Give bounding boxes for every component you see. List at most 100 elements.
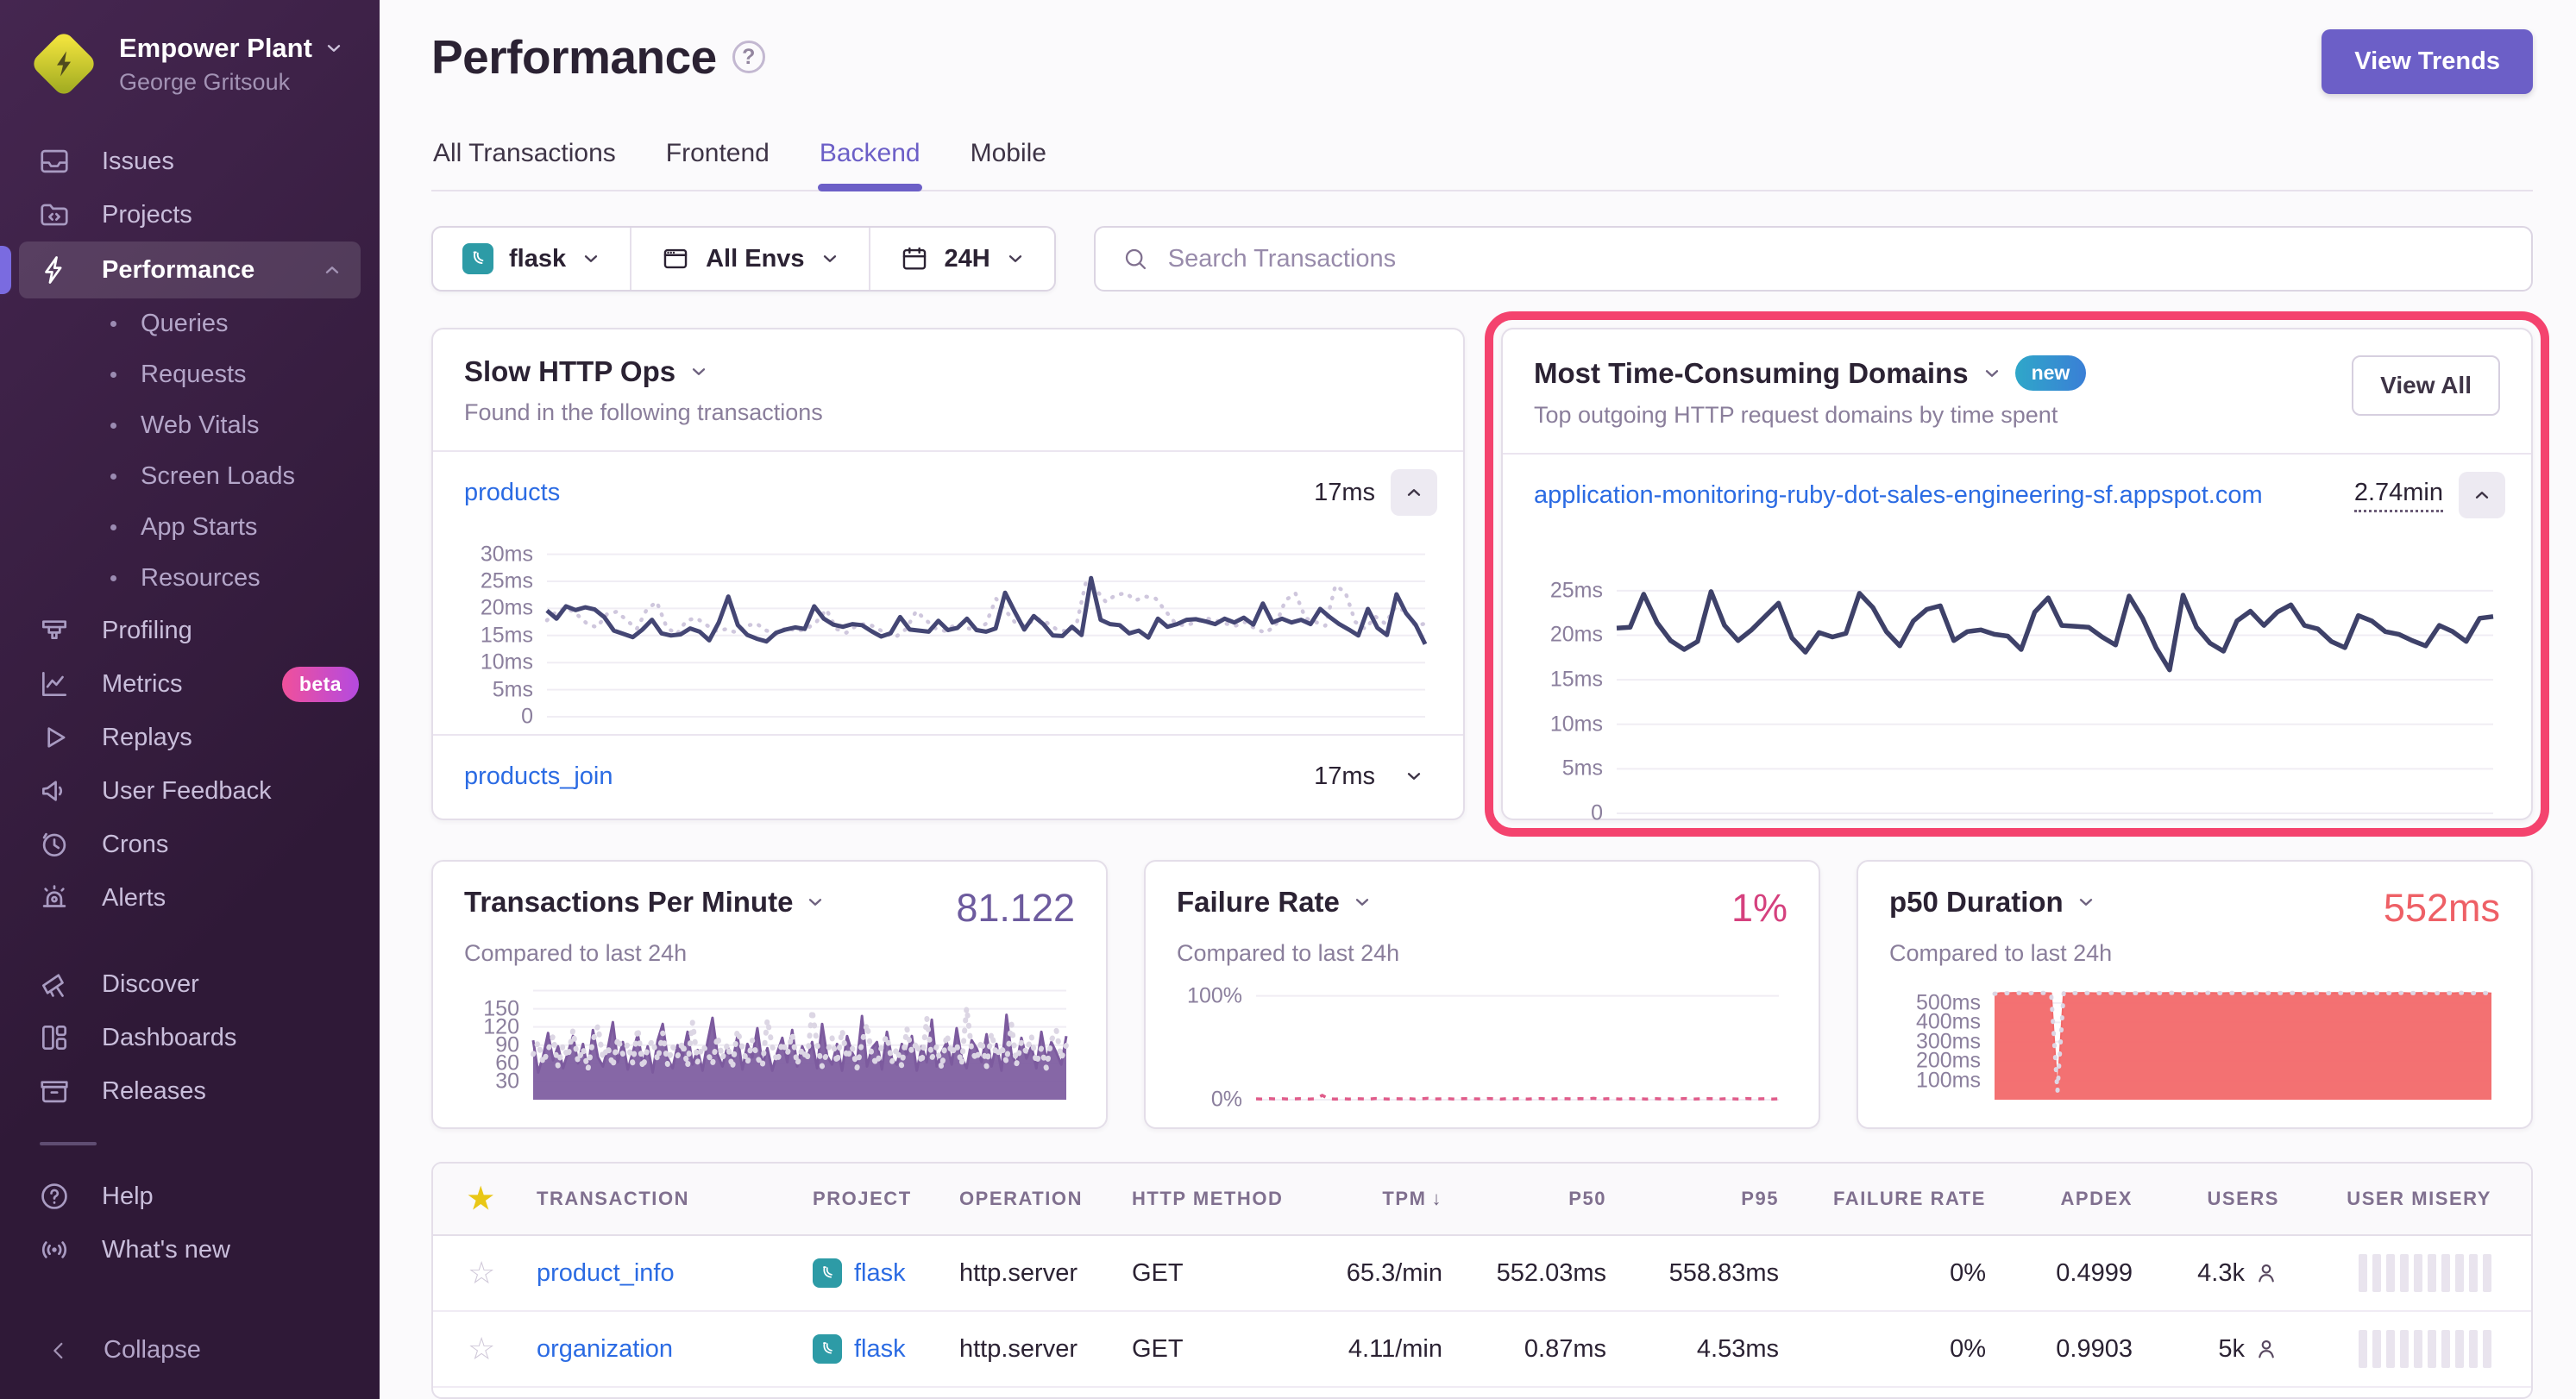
- y-axis-tick-label: 10ms: [454, 650, 533, 675]
- sidebar-item-performance[interactable]: Performance: [19, 242, 361, 298]
- search-transactions-input[interactable]: [1168, 245, 2505, 273]
- apdex-cell: 0.4999: [1995, 1259, 2141, 1288]
- sidebar-item-profiling[interactable]: Profiling: [0, 604, 380, 657]
- column-header-user-misery[interactable]: USER MISERY: [2288, 1188, 2500, 1210]
- chevron-down-icon[interactable]: [689, 362, 708, 381]
- sidebar-item-dashboards[interactable]: Dashboards: [0, 1011, 380, 1064]
- y-axis-tick-label: 20ms: [454, 596, 533, 621]
- tab-backend[interactable]: Backend: [818, 139, 922, 190]
- transaction-link[interactable]: products: [464, 479, 560, 507]
- chevron-up-icon[interactable]: [323, 260, 342, 279]
- tab-mobile[interactable]: Mobile: [969, 139, 1048, 190]
- sidebar-item-alerts[interactable]: Alerts: [0, 871, 380, 925]
- tab-all-transactions[interactable]: All Transactions: [431, 139, 618, 190]
- bullet-icon: [110, 575, 116, 581]
- p95-cell: 558.83ms: [1615, 1259, 1787, 1288]
- sidebar-subitem-resources[interactable]: Resources: [0, 553, 380, 604]
- tpm-card-title[interactable]: Transactions Per Minute: [464, 886, 793, 919]
- sidebar-subitem-queries[interactable]: Queries: [0, 298, 380, 349]
- column-header-p50[interactable]: P50: [1451, 1188, 1615, 1210]
- column-header-apdex[interactable]: APDEX: [1995, 1188, 2141, 1210]
- domains-card-title[interactable]: Most Time-Consuming Domains: [1534, 357, 1969, 390]
- sidebar-item-label: Crons: [102, 831, 168, 859]
- sidebar-item-label: Help: [102, 1183, 154, 1211]
- sidebar-subitem-label: Web Vitals: [141, 411, 260, 440]
- sidebar-item-what-s-new[interactable]: What's new: [0, 1223, 380, 1277]
- failure-rate-card-title[interactable]: Failure Rate: [1177, 886, 1340, 919]
- transaction-link[interactable]: organization: [537, 1335, 673, 1363]
- sidebar-item-user-feedback[interactable]: User Feedback: [0, 764, 380, 818]
- slow-http-ops-title[interactable]: Slow HTTP Ops: [464, 355, 675, 388]
- sidebar-subitem-requests[interactable]: Requests: [0, 349, 380, 400]
- chevron-down-icon[interactable]: [1982, 364, 2001, 383]
- widgets-row: Slow HTTP Ops Found in the following tra…: [431, 328, 2533, 820]
- y-axis-tick-label: 10ms: [1524, 712, 1603, 737]
- transaction-link[interactable]: product_info: [537, 1259, 675, 1287]
- sidebar-item-label: What's new: [102, 1236, 230, 1264]
- chevron-down-icon[interactable]: [806, 893, 825, 912]
- performance-icon: [38, 254, 71, 286]
- sidebar-item-issues[interactable]: Issues: [0, 135, 380, 188]
- chevron-down-icon[interactable]: [1353, 893, 1372, 912]
- transaction-link[interactable]: products_join: [464, 762, 613, 791]
- project-link[interactable]: flask: [854, 1259, 906, 1288]
- collapse-row-button[interactable]: [1391, 469, 1437, 516]
- collapse-row-button[interactable]: [2459, 472, 2505, 518]
- releases-icon: [38, 1075, 71, 1107]
- environment-filter[interactable]: All Envs: [631, 228, 870, 290]
- discover-icon: [38, 968, 71, 1001]
- domain-link[interactable]: application-monitoring-ruby-dot-sales-en…: [1534, 481, 2263, 510]
- sidebar-item-projects[interactable]: Projects: [0, 188, 380, 242]
- column-header-transaction[interactable]: TRANSACTION: [528, 1188, 804, 1210]
- column-header-operation[interactable]: OPERATION: [951, 1188, 1123, 1210]
- favorite-star-header-icon[interactable]: ★: [459, 1182, 528, 1216]
- bullet-icon: [110, 474, 116, 480]
- sidebar-collapse-button[interactable]: Collapse: [0, 1336, 380, 1373]
- favorite-star-icon[interactable]: ☆: [459, 1255, 528, 1291]
- column-header-failure-rate[interactable]: FAILURE RATE: [1787, 1188, 1995, 1210]
- sidebar-item-replays[interactable]: Replays: [0, 711, 380, 764]
- tpm-chart: 150120906030: [464, 979, 1075, 1105]
- column-header-project[interactable]: PROJECT: [804, 1188, 951, 1210]
- sidebar-item-help[interactable]: Help: [0, 1170, 380, 1223]
- chevron-down-icon[interactable]: [2077, 893, 2095, 912]
- transaction-cell: product_info: [528, 1259, 804, 1288]
- search-field: [1094, 226, 2533, 292]
- view-all-button[interactable]: View All: [2352, 355, 2500, 416]
- sidebar-item-discover[interactable]: Discover: [0, 957, 380, 1011]
- y-axis-tick-label: 25ms: [1524, 578, 1603, 603]
- table-row-product-info: ☆product_infoflaskhttp.serverGET65.3/min…: [433, 1236, 2531, 1312]
- collapse-label: Collapse: [104, 1336, 201, 1364]
- bullet-icon: [110, 524, 116, 530]
- column-header-p95[interactable]: P95: [1615, 1188, 1787, 1210]
- project-link[interactable]: flask: [854, 1335, 906, 1364]
- column-header-users[interactable]: USERS: [2141, 1188, 2288, 1210]
- expand-row-button[interactable]: [1391, 753, 1437, 800]
- org-switcher[interactable]: Empower Plant George Gritsouk: [0, 24, 380, 97]
- p50-duration-card-title[interactable]: p50 Duration: [1889, 886, 2064, 919]
- column-header-label: TPM: [1382, 1188, 1426, 1209]
- users-count: 4.3k: [2197, 1259, 2245, 1288]
- project-filter[interactable]: flask: [433, 228, 631, 290]
- tab-frontend[interactable]: Frontend: [664, 139, 771, 190]
- feedback-icon: [38, 775, 71, 807]
- sidebar-subitem-app-starts[interactable]: App Starts: [0, 502, 380, 553]
- sidebar-subitem-web-vitals[interactable]: Web Vitals: [0, 400, 380, 451]
- column-header-tpm[interactable]: TPM↓: [1296, 1188, 1451, 1210]
- view-trends-button[interactable]: View Trends: [2322, 29, 2533, 94]
- sidebar-item-metrics[interactable]: Metricsbeta: [0, 657, 380, 711]
- sidebar-item-crons[interactable]: Crons: [0, 818, 380, 871]
- alerts-icon: [38, 881, 71, 914]
- sidebar-item-releases[interactable]: Releases: [0, 1064, 380, 1118]
- chevron-down-icon: [1006, 249, 1025, 268]
- date-range-filter[interactable]: 24H: [870, 228, 1054, 290]
- users-cell: 4.3k: [2141, 1259, 2288, 1288]
- favorite-star-icon[interactable]: ☆: [459, 1331, 528, 1367]
- sidebar-subitem-screen-loads[interactable]: Screen Loads: [0, 451, 380, 502]
- users-cell: 5k: [2141, 1335, 2288, 1364]
- transaction-duration: 17ms: [1314, 762, 1375, 791]
- column-header-http-method[interactable]: HTTP METHOD: [1123, 1188, 1296, 1210]
- help-icon[interactable]: ?: [732, 41, 765, 73]
- page-title: Performance: [431, 29, 717, 85]
- column-header-label: OPERATION: [959, 1188, 1083, 1209]
